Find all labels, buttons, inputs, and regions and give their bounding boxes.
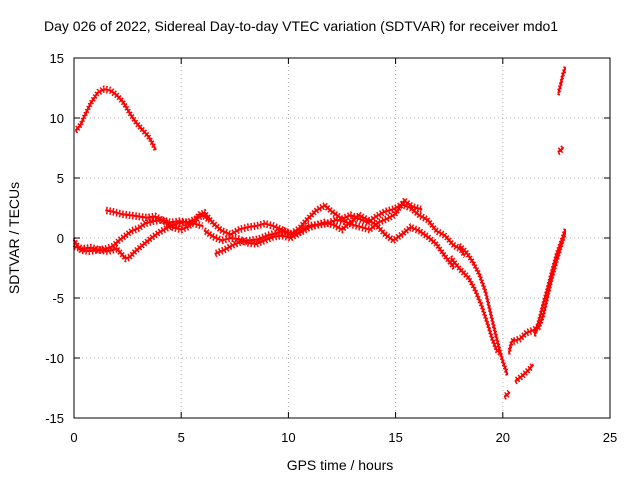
y-tick-label: 10 xyxy=(50,111,64,126)
series-arc-14 xyxy=(557,144,564,156)
series-markers xyxy=(214,196,422,253)
series-markers xyxy=(557,144,564,151)
y-tick-label: -5 xyxy=(52,291,64,306)
y-tick-label: 0 xyxy=(57,231,64,246)
series-markers xyxy=(533,232,567,337)
series-arc-10 xyxy=(514,361,534,385)
series-arc-1 xyxy=(74,85,157,153)
x-tick-label: 20 xyxy=(496,430,510,445)
series-markers xyxy=(557,149,564,156)
series-markers xyxy=(214,201,422,258)
y-tick-label: -10 xyxy=(45,351,64,366)
series-line xyxy=(72,214,211,253)
series-arc-15 xyxy=(557,65,567,96)
series-markers xyxy=(204,216,455,271)
series-line xyxy=(503,391,511,398)
y-tick-label: 5 xyxy=(57,171,64,186)
x-tick-label: 0 xyxy=(70,430,77,445)
series-markers xyxy=(459,247,509,377)
series-markers xyxy=(75,90,157,153)
x-tick-label: 5 xyxy=(178,430,185,445)
x-tick-label: 25 xyxy=(603,430,617,445)
x-axis-label: GPS time / hours xyxy=(287,457,394,473)
series-markers xyxy=(450,260,502,357)
series-markers xyxy=(504,394,511,400)
series-line xyxy=(557,146,564,153)
series-arc-13 xyxy=(533,227,567,337)
series-markers xyxy=(557,70,567,96)
series-arc-8 xyxy=(450,255,502,357)
series-markers xyxy=(204,211,455,266)
x-axis-ticks: 0 5 10 15 20 25 xyxy=(70,58,617,445)
series-markers xyxy=(533,227,567,332)
grid-lines xyxy=(74,58,610,418)
series-markers xyxy=(514,361,534,380)
series-markers xyxy=(72,216,210,256)
series-line xyxy=(450,257,502,355)
series-markers xyxy=(514,366,534,385)
y-axis-ticks: -15 -10 -5 0 5 10 15 xyxy=(45,51,610,426)
series-arc-11 xyxy=(507,336,515,355)
series-arc-3 xyxy=(72,211,211,256)
series-markers xyxy=(557,65,567,91)
series-line xyxy=(74,88,157,151)
y-tick-label: -15 xyxy=(45,411,64,426)
y-tick-label: 15 xyxy=(50,51,64,66)
series-markers xyxy=(75,85,157,148)
series-arc-9 xyxy=(503,389,511,400)
x-tick-label: 10 xyxy=(281,430,295,445)
series-markers xyxy=(72,211,210,251)
series-line xyxy=(514,364,534,382)
series-arc-12 xyxy=(512,230,567,345)
chart-title: Day 026 of 2022, Sidereal Day-to-day VTE… xyxy=(44,18,558,34)
series-markers xyxy=(504,389,511,395)
series-arc-6 xyxy=(214,196,423,258)
data-series xyxy=(72,65,567,400)
series-line xyxy=(214,199,423,255)
x-tick-label: 15 xyxy=(388,430,402,445)
y-axis-label: SDTVAR / TECUs xyxy=(6,182,22,294)
series-markers xyxy=(450,255,502,352)
